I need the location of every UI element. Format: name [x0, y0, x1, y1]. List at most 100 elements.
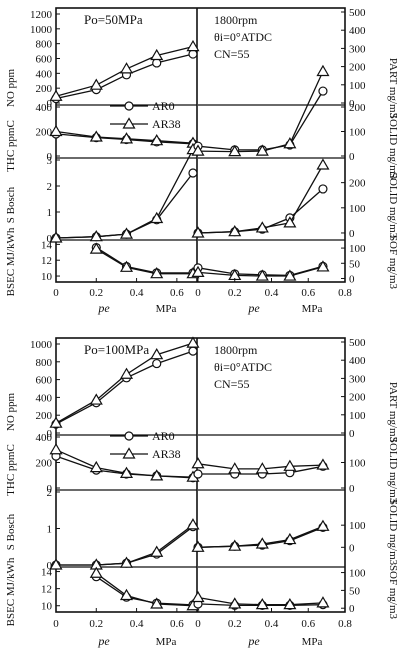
series-line-AR38-L-3-fig1: [95, 572, 194, 607]
marker-AR38-triangle-L1-1-fig1: [89, 460, 103, 473]
left-tick-label: 3: [47, 155, 53, 167]
marker-AR38-triangle-R3-4-fig1: [316, 596, 330, 608]
marker-AR38-triangle-R1-2-fig0: [255, 144, 269, 156]
marker-AR0-circle-L0-3-fig0: [152, 58, 162, 68]
left-tick-label: 0: [47, 560, 53, 572]
right-tick-label: 0: [349, 542, 355, 554]
x-tick-label-right: 0: [195, 618, 201, 630]
left-tick-label: 2: [47, 181, 53, 193]
left-tick-label: 200: [36, 83, 53, 95]
marker-AR38-triangle-L1-3-fig1: [150, 469, 164, 481]
marker-AR38-triangle-L0-4-fig1: [186, 336, 200, 348]
right-tick-label: 200: [349, 102, 366, 114]
left-axis-label: S Bosch: [5, 186, 17, 223]
x-axis-label-left: pe: [97, 301, 110, 315]
marker-AR38-triangle-R2-0-fig0: [191, 226, 205, 238]
marker-AR38-triangle-L2-3-fig1: [150, 545, 164, 557]
marker-AR38-triangle-R3-2-fig1: [255, 597, 269, 610]
left-tick-label: 200: [36, 410, 53, 422]
right-tick-label: 100: [349, 568, 366, 580]
marker-AR38-triangle-L2-2-fig1: [119, 556, 134, 568]
marker-AR38-triangle-R3-1-fig1: [228, 597, 242, 609]
marker-AR38-triangle-R1-4-fig0: [316, 64, 330, 77]
run-annotation: CN=55: [214, 47, 249, 61]
marker-AR38-triangle-L0-1-fig0: [89, 78, 103, 90]
marker-AR38-triangle-R2-2-fig0: [255, 221, 269, 233]
marker-AR0-circle-R1-0-fig1: [193, 469, 203, 479]
series-line-AR0-L-3-fig0: [95, 246, 193, 274]
x-tick-label-right: 0.4: [265, 618, 279, 630]
right-tick-label: 400: [349, 355, 366, 367]
x-tick-label-right: 0.8: [338, 618, 352, 630]
series-line-AR0-L-0-fig1: [55, 350, 194, 425]
x-axis-unit-right: MPa: [302, 303, 323, 315]
right-tick-label: 50: [349, 258, 361, 270]
right-tick-label: 100: [349, 127, 366, 139]
left-tick-label: 0: [47, 233, 53, 245]
marker-AR38-triangle-R3-3-fig0: [283, 269, 297, 281]
condition-label: Po=100MPa: [84, 342, 149, 357]
marker-AR38-triangle-L0-2-fig1: [119, 367, 134, 379]
left-tick-label: 1200: [30, 9, 53, 21]
right-tick-label: 0: [349, 151, 355, 163]
left-tick-label: 1: [47, 207, 53, 219]
x-tick-label-left: 0.6: [170, 287, 184, 299]
left-tick-label: 1000: [30, 24, 53, 36]
marker-AR38-triangle-L3-2-fig1: [150, 597, 164, 609]
marker-AR38-triangle-R2-1-fig1: [228, 539, 242, 551]
x-axis-label-right: pe: [247, 634, 260, 648]
right-axis-label: SOLID mg/m3: [387, 499, 399, 566]
left-axis-label: THC ppmC: [5, 444, 17, 496]
marker-AR38-triangle-R2-3-fig1: [283, 532, 297, 545]
marker-AR38-triangle-L1-3-fig0: [150, 133, 164, 146]
right-tick-label: 0: [349, 228, 355, 240]
right-tick-label: 100: [349, 80, 366, 92]
x-tick-label-right: 0: [195, 287, 201, 299]
marker-AR38-triangle-R1-1-fig1: [228, 462, 242, 474]
marker-AR38-triangle-R1-1-fig0: [228, 144, 242, 157]
right-tick-label: 500: [349, 7, 366, 19]
right-tick-label: 200: [349, 392, 366, 404]
marker-AR38-triangle-L0-0-fig0: [49, 89, 63, 101]
marker-AR38-triangle-R2-2-fig1: [255, 537, 269, 549]
left-tick-label: 10: [41, 601, 53, 613]
legend-marker-triangle: [122, 117, 136, 129]
right-tick-label: 0: [349, 98, 355, 110]
left-axis-label: BSEC MJ/kWh: [5, 557, 17, 626]
left-tick-label: 14: [41, 567, 53, 579]
left-axis-label: BSEC MJ/kWh: [5, 227, 17, 296]
series-line-AR38-R-2-fig0: [197, 164, 324, 234]
run-annotation: θi=0°ATDC: [214, 360, 272, 374]
right-tick-label: 100: [349, 410, 366, 422]
series-line-AR38-L-2-fig1: [56, 524, 194, 566]
plot-frame: [55, 337, 346, 613]
marker-AR38-triangle-L0-2-fig0: [119, 62, 134, 74]
left-tick-label: 600: [36, 375, 53, 387]
marker-AR38-triangle-L3-1-fig1: [119, 588, 134, 601]
series-line-AR0-R-1-fig0: [197, 90, 324, 151]
series-line-AR0-L-2-fig0: [55, 172, 194, 239]
legend-marker-circle: [124, 101, 134, 111]
marker-AR38-triangle-R3-3-fig1: [283, 597, 297, 610]
marker-AR38-triangle-L2-0-fig1: [49, 558, 63, 570]
right-tick-label: 100: [349, 458, 366, 470]
left-tick-label: 0: [47, 428, 53, 440]
marker-AR38-triangle-L1-0-fig1: [49, 443, 63, 455]
right-tick-label: 100: [349, 203, 366, 215]
left-tick-label: 14: [41, 239, 53, 251]
marker-AR38-triangle-R1-2-fig1: [255, 462, 269, 474]
right-tick-label: 300: [349, 373, 366, 385]
run-annotation: CN=55: [214, 377, 249, 391]
series-line-AR38-R-1-fig0: [197, 71, 324, 153]
right-tick-label: 100: [349, 243, 366, 255]
x-tick-label-left: 0: [53, 287, 59, 299]
right-tick-label: 50: [349, 585, 361, 597]
marker-AR38-triangle-R1-3-fig0: [283, 137, 297, 149]
right-tick-label: 0: [349, 483, 355, 495]
marker-AR38-triangle-R1-0-fig1: [191, 457, 205, 469]
marker-AR0-circle-L0-4-fig0: [188, 49, 198, 59]
right-axis-label: SOLID mg/m3: [387, 437, 399, 504]
marker-AR38-triangle-R2-3-fig0: [283, 216, 297, 228]
series-line-AR38-L-2-fig0: [55, 149, 194, 239]
